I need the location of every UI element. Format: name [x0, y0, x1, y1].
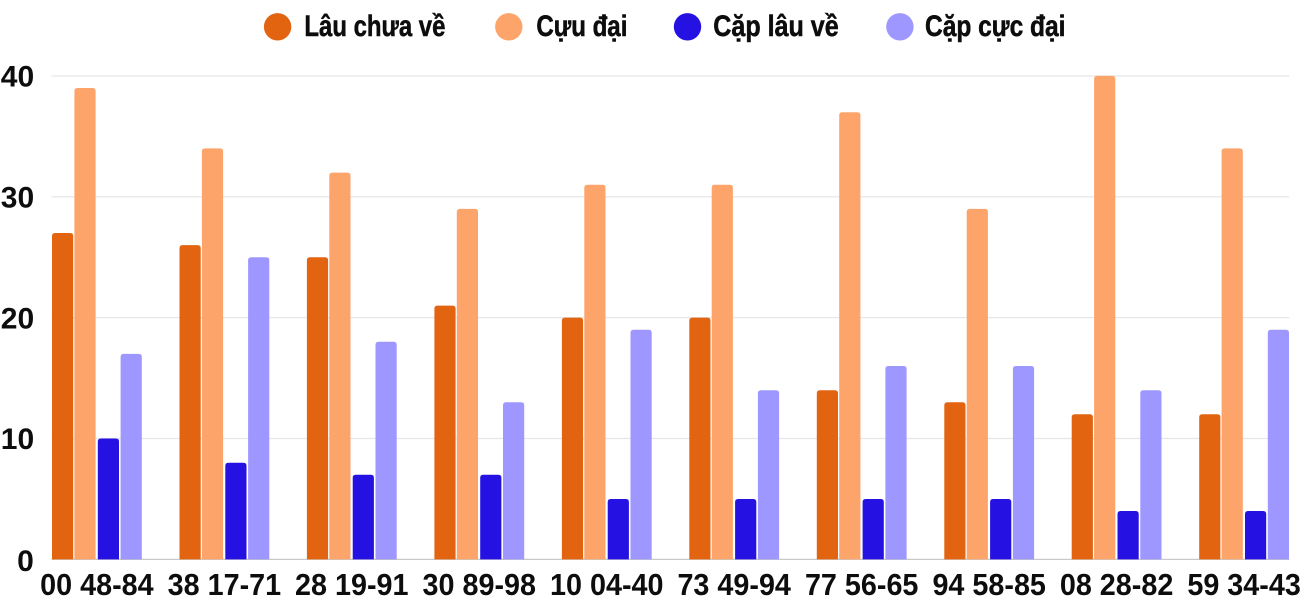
- svg-text:40: 40: [1, 61, 34, 94]
- svg-text:77 56-65: 77 56-65: [805, 568, 919, 600]
- svg-text:Cựu đại: Cựu đại: [536, 10, 627, 43]
- svg-text:30: 30: [1, 182, 34, 215]
- svg-text:94 58-85: 94 58-85: [932, 568, 1046, 600]
- svg-text:00 48-84: 00 48-84: [40, 568, 154, 600]
- svg-text:Lâu chưa về: Lâu chưa về: [304, 10, 445, 43]
- svg-text:Cặp cực đại: Cặp cực đại: [925, 10, 1066, 43]
- svg-text:30 89-98: 30 89-98: [423, 568, 537, 600]
- svg-text:73 49-94: 73 49-94: [677, 568, 791, 600]
- svg-text:28 19-91: 28 19-91: [295, 568, 409, 600]
- svg-text:20: 20: [1, 302, 34, 335]
- svg-text:10 04-40: 10 04-40: [550, 568, 664, 600]
- svg-text:Cặp lâu về: Cặp lâu về: [713, 10, 838, 43]
- svg-text:10: 10: [1, 423, 34, 456]
- svg-text:38 17-71: 38 17-71: [168, 568, 282, 600]
- svg-text:0: 0: [17, 545, 34, 578]
- svg-text:59 34-43: 59 34-43: [1187, 568, 1300, 600]
- svg-text:08 28-82: 08 28-82: [1060, 568, 1174, 600]
